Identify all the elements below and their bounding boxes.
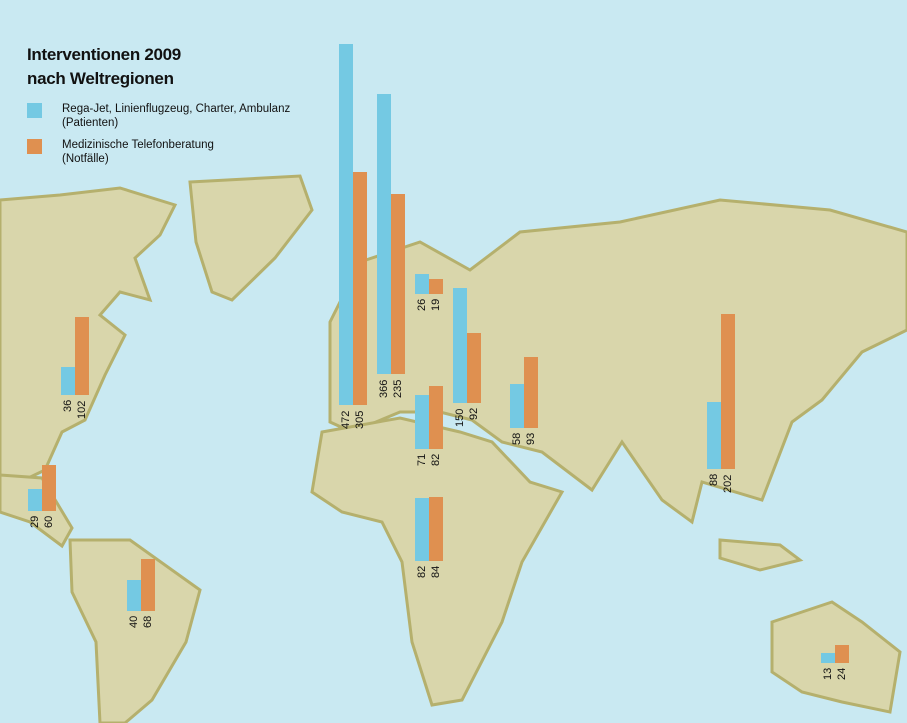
data-label: 202 — [722, 474, 734, 493]
africa — [310, 416, 565, 707]
bar-patients — [707, 401, 721, 469]
bar-patients — [61, 367, 75, 395]
data-label: 68 — [142, 615, 154, 628]
title-line-1: Interventionen 2009 — [27, 45, 181, 64]
data-label: 13 — [822, 667, 834, 680]
legend-note: (Patienten) — [62, 117, 119, 129]
eurasia — [328, 198, 907, 525]
south-america — [68, 538, 202, 723]
bar-emergencies — [721, 314, 735, 469]
data-label: 40 — [128, 615, 140, 628]
bar-patients — [453, 288, 467, 403]
bar-emergencies — [391, 194, 405, 374]
data-label: 88 — [708, 473, 720, 486]
data-label: 58 — [511, 432, 523, 445]
legend-item-patients: Rega-Jet, Linienflugzeug, Charter, Ambul… — [27, 102, 290, 130]
legend-label: Medizinische Telefonberatung — [62, 139, 214, 151]
data-label: 19 — [430, 298, 442, 311]
legend-note: (Notfälle) — [62, 153, 109, 165]
legend-swatch-blue — [27, 103, 42, 118]
bar-patients — [510, 383, 524, 428]
legend: Rega-Jet, Linienflugzeug, Charter, Ambul… — [27, 102, 290, 174]
data-label: 71 — [416, 453, 428, 466]
data-label: 102 — [76, 400, 88, 419]
bar-emergencies — [429, 279, 443, 294]
chart-title: Interventionen 2009 nach Weltregionen — [27, 43, 181, 91]
bar-patients — [339, 43, 353, 405]
bar-patients — [28, 488, 42, 511]
data-label: 82 — [416, 565, 428, 578]
indonesia — [718, 538, 804, 572]
data-label: 150 — [454, 408, 466, 427]
data-label: 60 — [43, 515, 55, 528]
bar-patients — [415, 394, 429, 449]
bar-emergencies — [75, 316, 89, 395]
data-label: 26 — [416, 298, 428, 311]
bar-emergencies — [524, 356, 538, 428]
greenland — [188, 174, 314, 302]
bar-patients — [821, 653, 835, 663]
bar-emergencies — [835, 644, 849, 663]
bar-patients — [377, 94, 391, 374]
data-label: 29 — [29, 515, 41, 528]
data-label: 82 — [430, 453, 442, 466]
bar-emergencies — [353, 171, 367, 405]
bar-patients — [415, 498, 429, 561]
data-label: 84 — [430, 565, 442, 578]
bar-patients — [127, 580, 141, 611]
legend-item-emergencies: Medizinische Telefonberatung (Notfälle) — [27, 138, 290, 166]
bar-emergencies — [429, 386, 443, 449]
bar-emergencies — [467, 332, 481, 403]
data-label: 24 — [836, 667, 848, 680]
data-label: 305 — [354, 410, 366, 429]
data-label: 366 — [378, 379, 390, 398]
data-label: 92 — [468, 407, 480, 420]
data-label: 472 — [340, 410, 352, 429]
data-label: 235 — [392, 379, 404, 398]
bar-emergencies — [42, 465, 56, 511]
bar-emergencies — [429, 496, 443, 561]
bar-emergencies — [141, 558, 155, 611]
legend-swatch-orange — [27, 139, 42, 154]
legend-label: Rega-Jet, Linienflugzeug, Charter, Ambul… — [62, 103, 291, 115]
bar-patients — [415, 274, 429, 294]
data-label: 36 — [62, 399, 74, 412]
data-label: 93 — [525, 432, 537, 445]
title-line-2: nach Weltregionen — [27, 69, 174, 88]
